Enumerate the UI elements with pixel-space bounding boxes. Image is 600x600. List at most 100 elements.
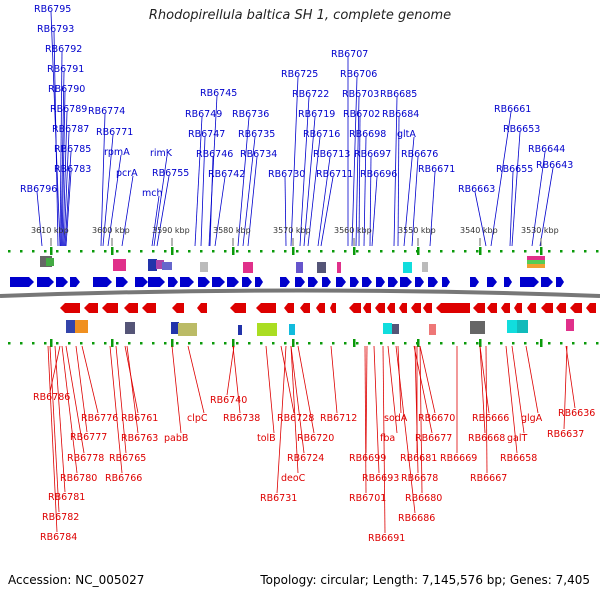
- minor-tick: [248, 342, 251, 345]
- minor-tick: [200, 250, 203, 253]
- reverse-leader-line: [49, 345, 61, 393]
- major-tick: [353, 339, 356, 347]
- reverse-gene-arrow: [556, 303, 566, 313]
- reverse-gene-label: RB6637: [547, 429, 584, 440]
- forward-leader-line: [65, 171, 72, 247]
- forward-leader-line: [107, 154, 122, 247]
- reverse-cog-box: [383, 323, 392, 334]
- forward-gene-arrow: [504, 277, 512, 287]
- reverse-leader-line: [365, 345, 368, 454]
- reverse-cog-box: [75, 320, 88, 333]
- minor-tick: [380, 250, 383, 253]
- forward-leader-line: [303, 116, 316, 247]
- minor-tick: [260, 250, 263, 253]
- minor-tick: [308, 250, 311, 253]
- forward-cog-box: [162, 262, 172, 270]
- forward-leader-line: [64, 151, 72, 247]
- forward-leader-line: [511, 131, 521, 247]
- minor-tick: [296, 342, 299, 345]
- forward-gene-label: RB6663: [458, 184, 495, 195]
- minor-tick: [464, 250, 467, 253]
- scale-tick-label: 3570 kbp: [273, 226, 311, 235]
- minor-tick: [332, 342, 335, 345]
- forward-gene-arrow: [376, 277, 385, 287]
- reverse-leader-line: [563, 345, 568, 430]
- forward-leader-line: [60, 71, 65, 247]
- forward-gene-label: RB6655: [496, 164, 533, 175]
- reverse-leader-line: [61, 345, 78, 474]
- forward-gene-label: RB6713: [313, 149, 350, 160]
- reverse-gene-label: RB6781: [48, 492, 85, 503]
- forward-leader-line: [299, 96, 310, 247]
- genome-summary-text: Topology: circular; Length: 7,145,576 bp…: [260, 573, 590, 587]
- minor-tick: [176, 342, 179, 345]
- reverse-leader-line: [81, 345, 99, 414]
- reverse-leader-line: [387, 345, 398, 434]
- major-tick: [292, 339, 295, 347]
- reverse-gene-label: RB6728: [277, 413, 314, 424]
- forward-leader-line: [121, 175, 134, 247]
- minor-tick: [428, 250, 431, 253]
- forward-leader-line: [100, 113, 106, 247]
- major-tick: [171, 339, 174, 347]
- reverse-gene-label: RB6691: [368, 533, 405, 544]
- forward-leader-line: [371, 176, 378, 247]
- reverse-gene-label: RB6669: [440, 453, 477, 464]
- forward-gene-label: RB6653: [503, 124, 540, 135]
- forward-gene-label: RB6703: [342, 89, 379, 100]
- reverse-leader-line: [109, 345, 123, 474]
- forward-leader-line: [393, 96, 398, 247]
- major-tick: [171, 247, 174, 255]
- forward-leader-line: [358, 116, 361, 247]
- minor-tick: [356, 342, 359, 345]
- minor-tick: [236, 342, 239, 345]
- forward-gene-label: RB6793: [37, 24, 74, 35]
- reverse-gene-arrow: [102, 303, 118, 313]
- forward-gene-arrow: [308, 277, 318, 287]
- minor-tick: [512, 250, 515, 253]
- minor-tick: [572, 342, 575, 345]
- minor-tick: [140, 250, 143, 253]
- minor-tick: [272, 342, 275, 345]
- minor-tick: [116, 342, 119, 345]
- minor-tick: [380, 342, 383, 345]
- forward-gene-arrow: [255, 277, 263, 287]
- minor-tick: [308, 342, 311, 345]
- reverse-gene-label: fba: [380, 433, 395, 444]
- forward-leader-line: [156, 175, 170, 247]
- forward-gene-arrow: [442, 277, 450, 287]
- reverse-leader-line: [276, 345, 287, 494]
- forward-gene-label: RB6783: [54, 164, 91, 175]
- minor-tick: [32, 342, 35, 345]
- minor-tick: [152, 342, 155, 345]
- reverse-gene-arrow: [230, 303, 246, 313]
- reverse-cog-box: [289, 324, 295, 335]
- reverse-gene-arrow: [514, 303, 522, 313]
- forward-leader-line: [102, 134, 114, 247]
- reverse-gene-label: tolB: [257, 433, 276, 444]
- minor-tick: [68, 342, 71, 345]
- minor-tick: [44, 342, 47, 345]
- minor-tick: [152, 250, 155, 253]
- forward-cog-box: [527, 264, 545, 268]
- minor-tick: [500, 250, 503, 253]
- reverse-gene-label: RB6699: [349, 453, 386, 464]
- reverse-gene-arrow: [541, 303, 553, 313]
- scale-tick-label: 3540 kbp: [460, 226, 498, 235]
- reverse-cog-box: [517, 320, 528, 333]
- forward-gene-arrow: [322, 277, 331, 287]
- major-tick: [111, 247, 114, 255]
- reverse-gene-label: RB6680: [405, 493, 442, 504]
- minor-tick: [140, 342, 143, 345]
- scale-tick-label: 3550 kbp: [398, 226, 436, 235]
- reverse-cog-box: [178, 323, 197, 336]
- reverse-leader-line: [290, 345, 299, 474]
- minor-tick: [572, 250, 575, 253]
- minor-tick: [428, 342, 431, 345]
- minor-tick: [92, 342, 95, 345]
- reverse-gene-arrow: [349, 303, 361, 313]
- forward-leader-line: [153, 155, 168, 247]
- reverse-gene-arrow: [60, 303, 80, 313]
- forward-leader-line: [62, 111, 68, 247]
